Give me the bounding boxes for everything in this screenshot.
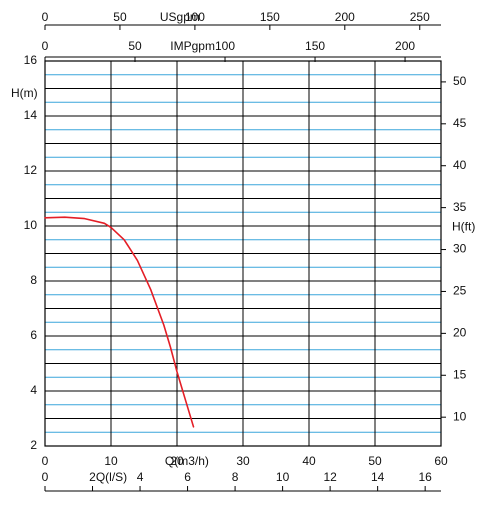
right-tick-label: 30 xyxy=(453,242,467,256)
left-tick-label: 6 xyxy=(30,328,37,342)
top-axis-2-label: IMPgpm xyxy=(170,39,215,53)
bottom-axis-2-tick-label: 14 xyxy=(371,470,385,484)
bottom-axis-2-tick-label: 6 xyxy=(184,470,191,484)
bottom-axis-2-tick-label: 2 xyxy=(89,470,96,484)
bottom-tick-label: 0 xyxy=(42,454,49,468)
top-axis-1-tick-label: 0 xyxy=(42,10,49,24)
top-axis-1-label: USgpm xyxy=(160,10,200,24)
top-axis-2-tick-label: 100 xyxy=(215,39,235,53)
bottom-axis-2-tick-label: 4 xyxy=(137,470,144,484)
bottom-axis-2-tick-label: 12 xyxy=(323,470,337,484)
bottom-tick-label: 60 xyxy=(434,454,448,468)
left-tick-label: 12 xyxy=(24,163,38,177)
bottom-tick-label: 30 xyxy=(236,454,250,468)
right-tick-label: 35 xyxy=(453,200,467,214)
top-axis-2-tick-label: 0 xyxy=(42,39,49,53)
right-axis-label: H(ft) xyxy=(452,220,475,234)
top-axis-2-tick-label: 50 xyxy=(128,39,142,53)
right-tick-label: 40 xyxy=(453,158,467,172)
bottom-axis-2-tick-label: 0 xyxy=(42,470,49,484)
top-axis-1-tick-label: 50 xyxy=(113,10,127,24)
bottom-tick-label: 40 xyxy=(302,454,316,468)
bottom-axis-2-tick-label: 16 xyxy=(418,470,432,484)
top-axis-1-tick-label: 200 xyxy=(335,10,355,24)
right-tick-label: 20 xyxy=(453,326,467,340)
top-axis-2-tick-label: 150 xyxy=(305,39,325,53)
top-axis-1-tick-label: 150 xyxy=(260,10,280,24)
bottom-tick-label: 50 xyxy=(368,454,382,468)
top-axis-1-tick-label: 250 xyxy=(410,10,430,24)
bottom-tick-label: 20 xyxy=(170,454,184,468)
top-axis-2-tick-label: 200 xyxy=(395,39,415,53)
bottom-axis-2-tick-label: 10 xyxy=(276,470,290,484)
bottom-tick-label: 10 xyxy=(104,454,118,468)
right-tick-label: 50 xyxy=(453,74,467,88)
right-tick-label: 10 xyxy=(453,409,467,423)
left-tick-label: 14 xyxy=(24,108,38,122)
left-tick-label: 10 xyxy=(24,218,38,232)
right-tick-label: 25 xyxy=(453,284,467,298)
left-tick-label: 4 xyxy=(30,383,37,397)
left-axis-label: H(m) xyxy=(11,86,38,100)
right-tick-label: 15 xyxy=(453,367,467,381)
bottom-axis-label: Q(m3/h) xyxy=(165,454,209,468)
left-tick-label: 2 xyxy=(30,438,37,452)
bottom-axis-2-tick-label: 8 xyxy=(232,470,239,484)
left-tick-label: 8 xyxy=(30,273,37,287)
performance-curve xyxy=(44,216,195,428)
left-tick-label: 16 xyxy=(24,53,38,67)
bottom-axis-2-label: Q(l/S) xyxy=(96,470,127,484)
right-tick-label: 45 xyxy=(453,116,467,130)
top-axis-1-tick-label: 100 xyxy=(185,10,205,24)
plot-frame xyxy=(44,60,442,447)
